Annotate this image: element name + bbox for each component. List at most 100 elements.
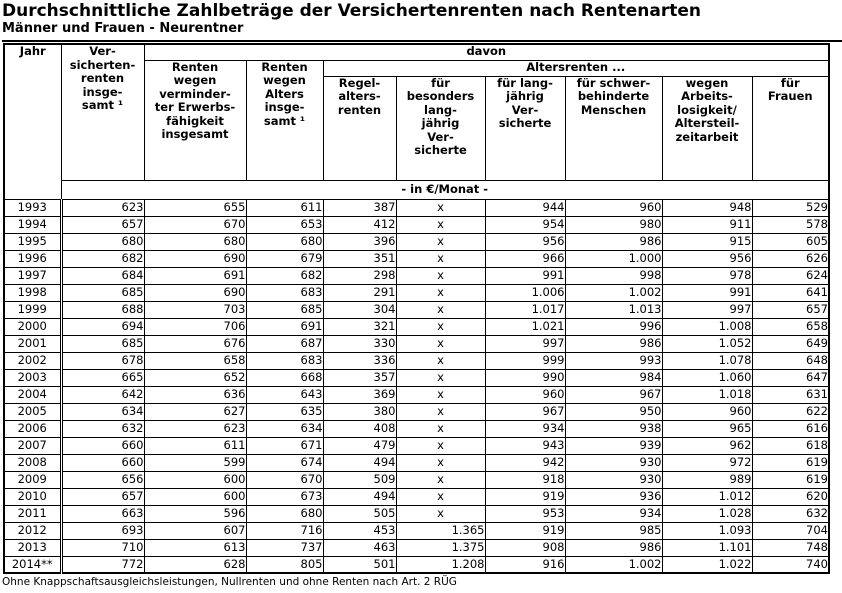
value-cell: 748	[751, 538, 830, 557]
value-cell: 934	[484, 419, 566, 438]
value-cell: x	[395, 232, 486, 251]
value-cell: 624	[751, 266, 830, 285]
page-title: Durchschnittliche Zahlbeträge der Versic…	[2, 1, 701, 21]
value-cell: 680	[245, 504, 324, 523]
year-cell: 2011	[3, 504, 63, 523]
year-cell: 1993	[3, 198, 63, 217]
table-row: 2004 642 636 643 369 x 960 967 1.018 631	[3, 385, 830, 404]
year-cell: 2000	[3, 317, 63, 336]
value-cell: 688	[60, 300, 145, 319]
pension-table: Jahr Ver- sicherten- renten insge- samt …	[3, 43, 830, 575]
value-cell: 990	[484, 368, 566, 387]
header-altersrenten-group: Altersrenten ...	[322, 59, 830, 77]
value-cell: 616	[751, 419, 830, 438]
value-cell: 680	[60, 232, 145, 251]
value-cell: 944	[484, 198, 566, 217]
value-cell: 918	[484, 470, 566, 489]
year-cell: 1998	[3, 283, 63, 302]
value-cell: 683	[245, 283, 324, 302]
value-cell: 948	[661, 198, 753, 217]
table-row: 2003 665 652 668 357 x 990 984 1.060 647	[3, 368, 830, 387]
value-cell: 967	[484, 402, 566, 421]
value-cell: x	[395, 504, 486, 523]
value-cell: 618	[751, 436, 830, 455]
value-cell: 578	[751, 215, 830, 234]
value-cell: 960	[564, 198, 663, 217]
value-cell: 676	[143, 334, 247, 353]
value-cell: 634	[245, 419, 324, 438]
value-cell: 665	[60, 368, 145, 387]
value-cell: 657	[60, 487, 145, 506]
value-cell: 660	[60, 436, 145, 455]
year-cell: 2005	[3, 402, 63, 421]
table-row: 1995 680 680 680 396 x 956 986 915 605	[3, 232, 830, 251]
value-cell: 685	[60, 283, 145, 302]
value-cell: x	[395, 266, 486, 285]
value-cell: 453	[322, 521, 397, 540]
table-body: 1993 623 655 611 387 x 944 960 948 529 1994 657 670 6…	[3, 198, 830, 574]
year-cell: 1995	[3, 232, 63, 251]
value-cell: 960	[484, 385, 566, 404]
value-cell: 956	[661, 249, 753, 268]
header-regelaltersrenten: Regel- alters- renten	[322, 75, 397, 181]
value-cell: 710	[60, 538, 145, 557]
value-cell: 357	[322, 368, 397, 387]
value-cell: 998	[564, 266, 663, 285]
value-cell: 956	[484, 232, 566, 251]
value-cell: x	[395, 419, 486, 438]
table-row: 2008 660 599 674 494 x 942 930 972 619	[3, 453, 830, 472]
value-cell: 652	[143, 368, 247, 387]
value-cell: 501	[322, 555, 397, 574]
value-cell: 622	[751, 402, 830, 421]
value-cell: 683	[245, 351, 324, 370]
value-cell: x	[395, 215, 486, 234]
table-row: 1994 657 670 653 412 x 954 980 911 578	[3, 215, 830, 234]
value-cell: 939	[564, 436, 663, 455]
value-cell: 380	[322, 402, 397, 421]
value-cell: 1.017	[484, 300, 566, 319]
year-cell: 1996	[3, 249, 63, 268]
year-cell: 2010	[3, 487, 63, 506]
value-cell: 965	[661, 419, 753, 438]
value-cell: 1.018	[661, 385, 753, 404]
value-cell: x	[395, 249, 486, 268]
table-row: 1993 623 655 611 387 x 944 960 948 529	[3, 198, 830, 217]
value-cell: 999	[484, 351, 566, 370]
value-cell: 626	[751, 249, 830, 268]
year-cell: 2004	[3, 385, 63, 404]
value-cell: 682	[245, 266, 324, 285]
value-cell: 663	[60, 504, 145, 523]
table-row: 2011 663 596 680 505 x 953 934 1.028 632	[3, 504, 830, 523]
table-row: 2014** 772 628 805 501 1.208 916 1.002 1.022 740	[3, 555, 830, 574]
value-cell: 805	[245, 555, 324, 574]
table-row: 1996 682 690 679 351 x 966 1.000 956 626	[3, 249, 830, 268]
year-cell: 1999	[3, 300, 63, 319]
year-cell: 2006	[3, 419, 63, 438]
value-cell: 1.208	[395, 555, 486, 574]
value-cell: 631	[751, 385, 830, 404]
value-cell: 1.013	[564, 300, 663, 319]
header-langjaehrig: für lang- jährig Ver- sicherte	[484, 75, 566, 181]
value-cell: 934	[564, 504, 663, 523]
value-cell: 649	[751, 334, 830, 353]
value-cell: 691	[245, 317, 324, 336]
value-cell: 632	[751, 504, 830, 523]
value-cell: 679	[245, 249, 324, 268]
value-cell: 740	[751, 555, 830, 574]
value-cell: 942	[484, 453, 566, 472]
value-cell: 706	[143, 317, 247, 336]
value-cell: 716	[245, 521, 324, 540]
value-cell: 628	[143, 555, 247, 574]
value-cell: 336	[322, 351, 397, 370]
table-row: 1997 684 691 682 298 x 991 998 978 624	[3, 266, 830, 285]
value-cell: 509	[322, 470, 397, 489]
value-cell: 691	[143, 266, 247, 285]
value-cell: 980	[564, 215, 663, 234]
value-cell: 671	[245, 436, 324, 455]
value-cell: 494	[322, 453, 397, 472]
value-cell: 1.028	[661, 504, 753, 523]
value-cell: 623	[143, 419, 247, 438]
header-altersrenten-insgesamt: Renten wegen Alters insge- samt ¹	[245, 59, 324, 181]
value-cell: 978	[661, 266, 753, 285]
value-cell: 953	[484, 504, 566, 523]
